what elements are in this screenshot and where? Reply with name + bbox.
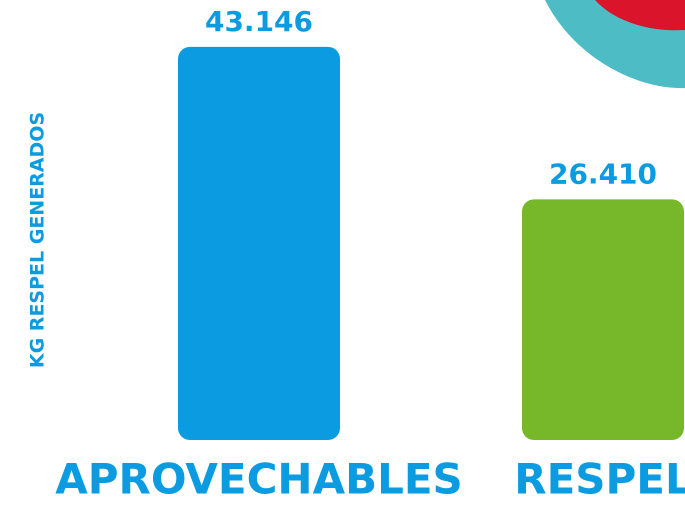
decoration [545, 0, 685, 89]
bar [522, 199, 684, 440]
x-tick-label: RESPEL [514, 455, 685, 504]
value-label: 43.146 [205, 5, 313, 38]
x-tick-label: APROVECHABLES [55, 455, 463, 504]
y-axis-label: KG RESPEL GENERADOS [27, 112, 49, 368]
value-label: 26.410 [549, 157, 657, 190]
bar [178, 46, 340, 440]
decor-center [595, 0, 685, 31]
